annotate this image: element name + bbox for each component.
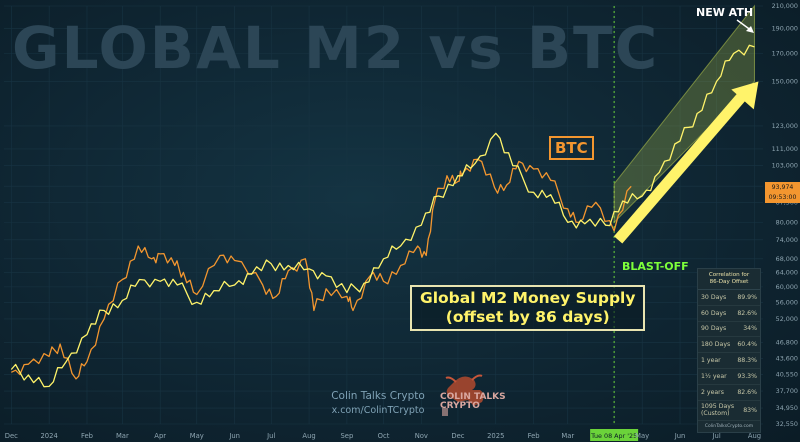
y-tick-label: 210,000 — [772, 2, 798, 10]
x-tick-label: Feb — [81, 432, 93, 440]
new-ath-arrow-head — [746, 26, 754, 33]
m2-label-line1: Global M2 Money Supply — [420, 289, 636, 307]
btc-price-tag: 93,974 — [765, 182, 800, 193]
correlation-row-label: 1095 Days (Custom) — [701, 403, 735, 418]
y-tick-label: 64,000 — [776, 268, 798, 276]
correlation-footer: ColinTalksCrypto.com — [704, 423, 754, 429]
y-tick-label: 37,700 — [776, 387, 798, 395]
x-tick-label: Jun — [228, 432, 240, 440]
watermark: Colin Talks Crypto x.com/ColinTCrypto — [323, 390, 433, 416]
x-tick-label: May — [635, 432, 649, 440]
y-tick-label: 43,600 — [776, 354, 798, 362]
x-tick-label: Nov — [415, 432, 428, 440]
watermark-handle: x.com/ColinTCrypto — [331, 405, 425, 416]
x-tick-label: Aug — [748, 432, 761, 440]
correlation-title: Correlation for 86-Day Offset — [698, 269, 760, 290]
btc-time-tag: 09:53:00 — [765, 192, 800, 203]
m2-series-line — [10, 44, 755, 388]
x-tick-label: Dec — [451, 432, 464, 440]
blast-off-arrow-head — [731, 81, 759, 110]
correlation-table: Correlation for 86-Day Offset 30 Days 89.… — [697, 268, 761, 433]
y-tick-label: 111,000 — [772, 145, 798, 153]
correlation-title-line2: 86-Day Offset — [709, 279, 749, 285]
correlation-row: 1 year 88.3% — [698, 353, 760, 369]
x-tick-label: Jul — [266, 432, 275, 440]
y-tick-label: 103,000 — [772, 162, 798, 170]
correlation-row-value: 34% — [743, 325, 757, 333]
correlation-row: 90 Days 34% — [698, 322, 760, 338]
blast-off-arrow-shaft — [613, 89, 749, 244]
y-tick-label: 56,000 — [776, 298, 798, 306]
correlation-row-value: 88.3% — [737, 357, 757, 365]
correlation-row-label: 2 years — [701, 388, 724, 396]
y-tick-label: 170,000 — [772, 49, 798, 57]
correlation-row: 1½ year 93.3% — [698, 369, 760, 385]
m2-label-box: Global M2 Money Supply (offset by 86 day… — [410, 285, 646, 331]
x-tick-label-highlight: Tue 08 Apr '25 — [590, 432, 637, 440]
x-tick-label: 2025 — [487, 432, 504, 440]
y-tick-label: 32,550 — [776, 420, 798, 428]
y-tick-label: 60,000 — [776, 283, 798, 291]
correlation-row-value: 83% — [743, 406, 757, 414]
correlation-row-label: 30 Days — [701, 293, 727, 301]
btc-series-line — [11, 158, 632, 380]
new-ath-label: NEW ATH — [696, 6, 754, 19]
y-tick-label: 123,000 — [772, 122, 798, 130]
x-tick-label: Mar — [116, 432, 129, 440]
correlation-row: 1095 Days (Custom) 83% — [698, 401, 760, 421]
correlation-row-label: 1½ year — [701, 372, 727, 380]
correlation-row-label: 90 Days — [701, 325, 727, 333]
correlation-row-value: 82.6% — [737, 309, 757, 317]
x-tick-label: Dec — [5, 432, 18, 440]
y-tick-label: 34,950 — [776, 404, 798, 412]
logo-text-line1: COLIN TALKS — [440, 392, 506, 402]
correlation-row: 2 years 82.6% — [698, 385, 760, 401]
x-date-highlight — [590, 429, 639, 441]
watermark-name: Colin Talks Crypto — [331, 390, 425, 402]
correlation-row-label: 1 year — [701, 357, 721, 365]
y-tick-label: 150,000 — [772, 77, 798, 85]
x-tick-label: Feb — [528, 432, 540, 440]
correlation-row: 60 Days 82.6% — [698, 306, 760, 322]
x-tick-label: Jul — [712, 432, 721, 440]
correlation-row-value: 89.9% — [737, 293, 757, 301]
y-tick-label: 46,800 — [776, 339, 798, 347]
correlation-row-value: 82.6% — [737, 388, 757, 396]
y-tick-label: 40,550 — [776, 371, 798, 379]
y-tick-label: 68,000 — [776, 255, 798, 263]
correlation-row-value: 60.4% — [737, 341, 757, 349]
x-tick-label: May — [190, 432, 204, 440]
y-tick-label: 52,000 — [776, 315, 798, 323]
correlation-row-label: 180 Days — [701, 341, 731, 349]
x-tick-label: Sep — [340, 432, 353, 440]
btc-label: BTC — [549, 136, 594, 160]
chart-title: GLOBAL M2 vs BTC — [12, 14, 660, 82]
correlation-row: 180 Days 60.4% — [698, 337, 760, 354]
x-tick-label: Jun — [674, 432, 686, 440]
y-tick-label: 80,000 — [776, 218, 798, 226]
x-tick-label: Oct — [378, 432, 390, 440]
correlation-row-label: 60 Days — [701, 309, 727, 317]
x-tick-label: Mar — [561, 432, 574, 440]
x-tick-label: Apr — [154, 432, 166, 440]
correlation-row-value: 93.3% — [737, 372, 757, 380]
correlation-title-line1: Correlation for — [708, 272, 750, 278]
bull-logo-icon — [442, 374, 484, 416]
y-tick-label: 74,000 — [776, 236, 798, 244]
correlation-row: 30 Days 89.9% — [698, 290, 760, 306]
logo-text-line2: CRYPTO — [440, 401, 480, 411]
x-tick-label: 2024 — [40, 432, 57, 440]
y-tick-label: 190,000 — [772, 24, 798, 32]
blast-off-label: BLAST-OFF — [622, 260, 689, 273]
logo-text: COLIN TALKS CRYPTO — [440, 393, 506, 411]
m2-label-line2: (offset by 86 days) — [445, 308, 610, 326]
x-tick-label: Aug — [302, 432, 315, 440]
